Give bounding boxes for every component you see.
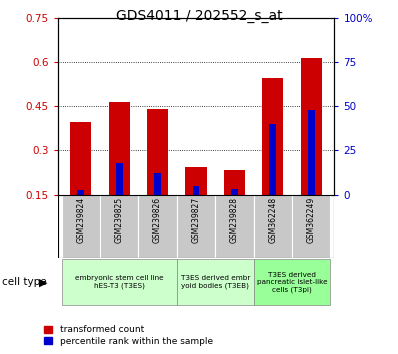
Text: GSM362248: GSM362248 — [268, 197, 277, 243]
Bar — [224, 170, 245, 195]
Bar — [147, 109, 168, 195]
Text: ▶: ▶ — [39, 277, 47, 287]
Bar — [301, 57, 322, 195]
Bar — [62, 259, 177, 305]
Bar — [177, 259, 254, 305]
Bar — [70, 122, 91, 195]
Bar — [262, 78, 283, 195]
Text: cell type: cell type — [2, 277, 47, 287]
Bar — [154, 173, 161, 195]
Text: GSM239827: GSM239827 — [191, 197, 201, 243]
Legend: transformed count, percentile rank within the sample: transformed count, percentile rank withi… — [44, 325, 213, 346]
Bar — [254, 195, 292, 258]
Bar — [177, 195, 215, 258]
Bar — [100, 195, 139, 258]
Bar — [77, 190, 84, 195]
Text: GSM239826: GSM239826 — [153, 197, 162, 243]
Bar — [254, 259, 330, 305]
Bar — [215, 195, 254, 258]
Bar — [185, 167, 207, 195]
Bar — [139, 195, 177, 258]
Text: GSM239828: GSM239828 — [230, 197, 239, 243]
Text: GSM239824: GSM239824 — [76, 197, 85, 243]
Bar — [231, 189, 238, 195]
Bar — [269, 124, 276, 195]
Text: embryonic stem cell line
hES-T3 (T3ES): embryonic stem cell line hES-T3 (T3ES) — [75, 275, 164, 289]
Text: GSM239825: GSM239825 — [115, 197, 124, 243]
Bar — [308, 110, 315, 195]
Bar — [116, 163, 123, 195]
Text: GDS4011 / 202552_s_at: GDS4011 / 202552_s_at — [116, 9, 282, 23]
Text: GSM362249: GSM362249 — [307, 197, 316, 243]
Bar — [292, 195, 330, 258]
Bar — [193, 186, 199, 195]
Text: T3ES derived
pancreatic islet-like
cells (T3pi): T3ES derived pancreatic islet-like cells… — [257, 272, 328, 293]
Text: T3ES derived embr
yoid bodies (T3EB): T3ES derived embr yoid bodies (T3EB) — [181, 275, 250, 289]
Bar — [62, 195, 100, 258]
Bar — [109, 102, 130, 195]
